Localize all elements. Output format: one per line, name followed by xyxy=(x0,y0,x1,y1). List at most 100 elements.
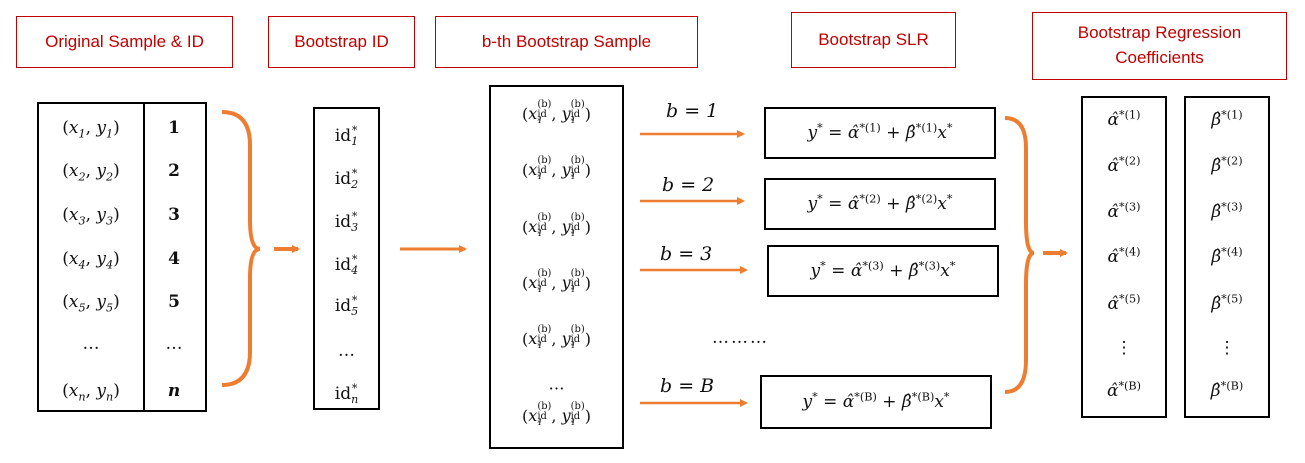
eq-x-star: * xyxy=(946,192,953,206)
coef-superscript: *(1) xyxy=(1221,108,1243,122)
sample-x: x (b) id 1 * xyxy=(528,325,551,349)
sample-subscript: id 1 * xyxy=(537,109,547,125)
eq-x-star: * xyxy=(943,390,950,404)
coef-superscript: *(5) xyxy=(1221,292,1243,306)
sample-scripts: (b) id 1 * xyxy=(537,325,551,355)
original-ids-column: 1 2 3 4 5 … n xyxy=(143,104,205,410)
pair-y: y xyxy=(96,161,106,181)
eq-x: x xyxy=(937,194,947,214)
pair-y: y xyxy=(96,118,106,138)
coef-superscript: *(2) xyxy=(1118,154,1141,168)
original-id-last: n xyxy=(167,381,181,401)
sample-scripts: (b) id 1 * xyxy=(537,156,551,186)
regression-equation: y* = α̂*(1) + β̂*(1)x* xyxy=(807,121,953,143)
eq-alpha: α̂*(3) xyxy=(851,259,884,281)
original-id-ellipsis: … xyxy=(165,334,183,354)
sample-x: x (b) id 1 * xyxy=(528,213,551,237)
header-bth-sample-label: b-th Bootstrap Sample xyxy=(481,31,652,51)
pair-y-subscript: n xyxy=(106,390,114,404)
coef-symbol: β̂ xyxy=(905,123,916,143)
pair-y-subscript: 1 xyxy=(106,127,114,141)
beta-vdots: ⋮ xyxy=(1218,338,1236,358)
sample-superscript: (b) xyxy=(537,99,552,111)
sample-subscript: id 1 * xyxy=(537,278,547,294)
sample-subscript: id 1 * xyxy=(570,165,581,181)
sample-var: y xyxy=(561,217,571,237)
id-subscript: 4 xyxy=(351,264,359,277)
coef-index: (2) xyxy=(1226,154,1243,168)
coef-symbol: β̂ xyxy=(1211,110,1222,130)
eq-x-star: * xyxy=(946,121,953,135)
sample-var: x xyxy=(528,160,538,180)
alpha-coefficient-cell: α̂*(3) xyxy=(1083,200,1165,222)
coef-superscript: *(4) xyxy=(1221,245,1243,259)
header-bootstrap-id-label: Bootstrap ID xyxy=(294,31,389,51)
coef-symbol: α̂ xyxy=(847,194,860,214)
original-pairs-column: (x1, y1) (x2, y2) (x3, y3) (x4, y4) (x5, y5)… xyxy=(39,104,145,410)
alpha-coefficient: α̂*(5) xyxy=(1108,293,1141,314)
bootstrap-id: id * 3 xyxy=(334,209,359,234)
bootstrap-id: id * 4 xyxy=(334,252,359,277)
bth-sample-row: (x (b) id 1 *, y (b) id 1 *) xyxy=(491,269,622,299)
sample-superscript: (b) xyxy=(570,99,585,111)
header-bth-sample: b-th Bootstrap Sample xyxy=(435,16,698,68)
coef-symbol: β̂ xyxy=(908,261,919,281)
header-coefficients-line1: Bootstrap Regression xyxy=(1077,23,1242,43)
bootstrap-id-last: id * n xyxy=(315,383,378,405)
bootstrap-id: id * 2 xyxy=(334,166,359,191)
sample-scripts: (b) id 1 * xyxy=(571,156,585,186)
sample-x: x (b) id 1 * xyxy=(528,156,551,180)
coef-superscript: *(B) xyxy=(854,390,877,404)
original-pair: (x5, y5) xyxy=(62,292,120,315)
alpha-coefficient-last: α̂*(B) xyxy=(1083,380,1165,401)
coef-superscript: *(2) xyxy=(1221,154,1243,168)
coef-superscript: *(B) xyxy=(1220,379,1244,393)
bth-sample-pair: (x (b) id 1 *, y (b) id 1 *) xyxy=(522,156,591,180)
sample-var: y xyxy=(561,104,571,124)
alpha-coefficient: α̂*(2) xyxy=(1108,154,1141,176)
sample-y: y (b) id 1 * xyxy=(561,100,585,124)
sample-subscript: id 1 * xyxy=(537,334,547,350)
coef-symbol: β̂ xyxy=(901,392,912,412)
sample-subscript: id 1 * xyxy=(570,222,581,238)
header-coefficients: Bootstrap Regression Coefficients xyxy=(1032,12,1287,80)
eq-alpha: α̂*(1) xyxy=(848,122,881,143)
id-script: * 2 xyxy=(351,168,358,190)
id-subscript: 3 xyxy=(351,221,359,234)
bth-sample-row: (x (b) id 1 *, y (b) id 1 *) xyxy=(491,100,622,130)
bth-sample-pair: (x (b) id 1 *, y (b) id 1 *) xyxy=(522,100,591,124)
pair-y: y xyxy=(96,249,106,269)
coef-superscript: *(1) xyxy=(1118,108,1141,122)
alpha-coefficient-cell: α̂*(2) xyxy=(1083,154,1165,176)
coef-superscript: *(3) xyxy=(1118,200,1141,214)
coef-superscript: *(3) xyxy=(862,259,884,273)
beta-coefficients-column: β̂*(1) β̂*(2) β̂*(3) β̂*(4) β̂*(5) ⋮ β̂*(B) xyxy=(1184,96,1270,418)
bth-sample-pair: (x (b) id 1 *, y (b) id 1 *) xyxy=(522,402,591,426)
coef-index: (1) xyxy=(1226,108,1243,122)
eq-x-star: * xyxy=(949,259,956,273)
original-id-cell: 2 xyxy=(168,161,180,181)
sample-x: x (b) id 1 * xyxy=(528,269,551,293)
coef-superscript: *(2) xyxy=(915,192,938,206)
bootstrap-id-column: id * 1 id * 2 id * 3 id * 4 id * 5 … id * n xyxy=(313,107,380,410)
eq-y-star: * xyxy=(817,192,823,206)
pair-x-subscript: 1 xyxy=(78,127,86,141)
pair-x-subscript: 2 xyxy=(78,170,86,184)
original-pair-cell: (x4, y4) xyxy=(39,249,143,271)
coef-symbol: α̂ xyxy=(1107,247,1119,267)
eq-y: y xyxy=(807,123,818,143)
alpha-coefficient: α̂*(4) xyxy=(1107,245,1141,267)
beta-coefficient-cell: β̂*(4) xyxy=(1186,245,1268,267)
sample-scripts: (b) id 1 * xyxy=(537,269,551,299)
eq-beta: β̂*(3) xyxy=(908,260,940,281)
coef-superscript: *(4) xyxy=(1118,245,1141,259)
beta-coefficient-cell: β̂*(5) xyxy=(1186,292,1268,314)
sample-sub-star: * xyxy=(570,341,574,350)
regression-b-label: b = B xyxy=(660,375,715,397)
coef-index: (2) xyxy=(921,192,938,206)
sample-scripts: (b) id 1 * xyxy=(571,100,585,130)
sample-scripts: (b) id 1 * xyxy=(571,213,585,243)
pair-x: x xyxy=(68,205,79,225)
sample-var: x xyxy=(528,406,538,426)
bootstrap-id: id * 5 xyxy=(334,293,359,318)
